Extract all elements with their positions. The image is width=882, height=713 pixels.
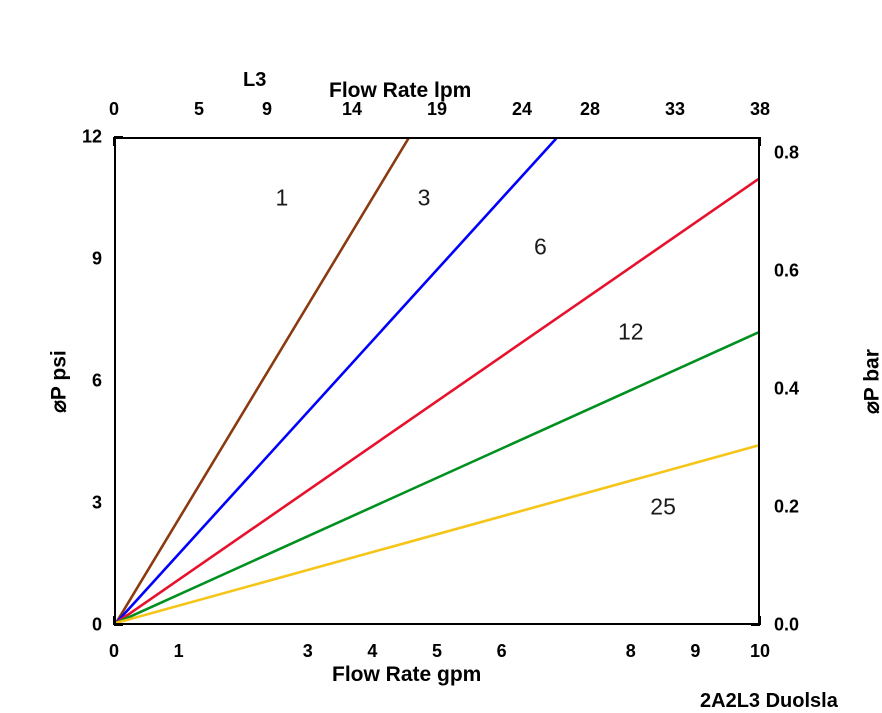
curve-6 xyxy=(116,179,758,623)
y2-axis-tick-label: 0.4 xyxy=(774,378,799,399)
top-axis-series-badge: L3 xyxy=(243,69,266,92)
x2-axis-tick-label: 9 xyxy=(262,99,272,120)
y-axis-tick-label: 6 xyxy=(58,371,102,392)
x-axis-tick-label: 3 xyxy=(303,641,313,662)
y-axis-tick-label: 9 xyxy=(58,249,102,270)
x2-axis-tick-label: 28 xyxy=(580,99,600,120)
x-axis-tick-label: 9 xyxy=(690,641,700,662)
curve-1 xyxy=(116,139,408,623)
curves-svg xyxy=(116,139,758,623)
curve-label-25: 25 xyxy=(650,494,676,521)
curve-3 xyxy=(116,139,556,623)
plot-area xyxy=(114,137,760,625)
x-axis-tick-label: 8 xyxy=(626,641,636,662)
y-axis-tick-label: 0 xyxy=(58,615,102,636)
x2-axis-tick-label: 19 xyxy=(427,99,447,120)
x-axis-tick-label: 4 xyxy=(367,641,377,662)
right-axis-title: ⌀P bar xyxy=(860,322,882,442)
x2-axis-tick-label: 38 xyxy=(750,99,770,120)
curve-label-12: 12 xyxy=(618,319,644,346)
curve-25 xyxy=(116,446,758,623)
x2-axis-tick-label: 5 xyxy=(194,99,204,120)
y-axis-tick-label: 3 xyxy=(58,493,102,514)
x-axis-tick-label: 6 xyxy=(497,641,507,662)
curve-label-3: 3 xyxy=(418,185,431,212)
x-axis-tick-label: 1 xyxy=(174,641,184,662)
y2-axis-tick-label: 0.8 xyxy=(774,142,799,163)
y2-axis-tick-label: 0.6 xyxy=(774,260,799,281)
bottom-axis-title: Flow Rate gpm xyxy=(332,663,481,687)
y-axis-tick-label: 12 xyxy=(58,127,102,148)
x2-axis-tick-label: 0 xyxy=(109,99,119,120)
y2-axis-tick-label: 0.2 xyxy=(774,496,799,517)
x-axis-tick-label: 10 xyxy=(750,641,770,662)
x2-axis-tick-label: 24 xyxy=(512,99,532,120)
x2-axis-tick-label: 33 xyxy=(665,99,685,120)
x-axis-tick-label: 0 xyxy=(109,641,119,662)
x-axis-tick-label: 5 xyxy=(432,641,442,662)
x2-axis-tick-label: 14 xyxy=(342,99,362,120)
curve-label-1: 1 xyxy=(276,185,289,212)
y2-axis-tick-label: 0.0 xyxy=(774,615,799,636)
curve-label-6: 6 xyxy=(534,233,547,260)
footer-caption: 2A2L3 Duolsla xyxy=(700,690,838,713)
curve-12 xyxy=(116,333,758,623)
